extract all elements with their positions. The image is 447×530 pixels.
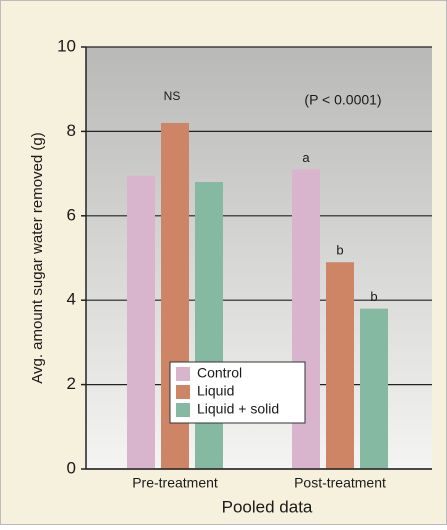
bar	[195, 182, 223, 470]
y-tick-label: 0	[67, 458, 76, 477]
x-tick-label: Pre-treatment	[132, 475, 218, 491]
legend-label: Liquid	[197, 383, 234, 399]
annotation: b	[336, 243, 343, 258]
bar	[360, 308, 388, 469]
legend-label: Control	[197, 365, 242, 381]
legend-swatch	[176, 385, 190, 399]
x-tick-label: Post-treatment	[294, 475, 386, 491]
y-tick-label: 10	[57, 36, 76, 55]
x-axis-label: Pooled data	[222, 497, 313, 516]
bar	[127, 175, 155, 469]
legend-label: Liquid + solid	[197, 401, 279, 417]
y-tick-label: 6	[67, 205, 76, 224]
legend-box	[169, 361, 306, 424]
y-tick-label: 4	[67, 290, 76, 309]
legend-swatch	[176, 403, 190, 417]
y-tick-label: 8	[67, 121, 76, 140]
bar	[326, 262, 354, 469]
annotation: (P < 0.0001)	[304, 92, 381, 108]
legend-swatch	[176, 367, 190, 381]
annotation: NS	[164, 89, 181, 103]
annotation: a	[302, 150, 310, 165]
bar	[292, 169, 320, 469]
annotation: b	[370, 289, 377, 304]
y-tick-label: 2	[67, 374, 76, 393]
y-axis-label: Avg. amount sugar water removed (g)	[29, 132, 46, 384]
